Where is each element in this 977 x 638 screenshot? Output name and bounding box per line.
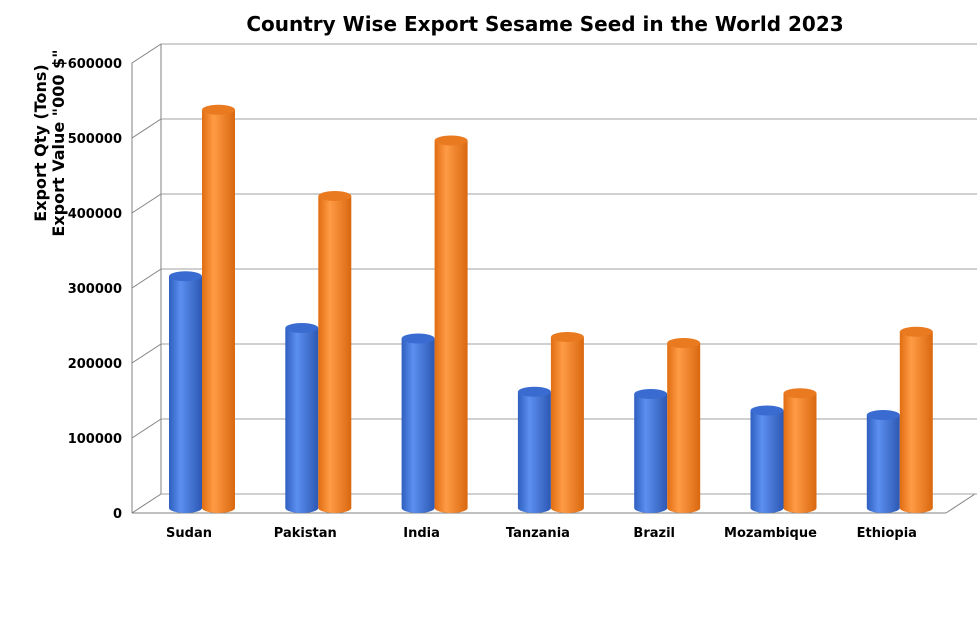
bar-body: [318, 196, 352, 513]
bar-body: [667, 343, 701, 513]
y-axis-label-line-1: Export Qty (Tons): [31, 64, 50, 221]
x-tick-label: Tanzania: [506, 526, 570, 541]
grid-diagonal: [131, 268, 162, 289]
bar: [434, 135, 468, 513]
floor-right-edge: [945, 493, 976, 514]
x-tick-label: Pakistan: [274, 526, 337, 541]
bar: [285, 323, 319, 513]
bar-body: [434, 140, 468, 513]
bar-top: [318, 191, 352, 201]
bar-body: [169, 276, 202, 513]
bars: [169, 104, 933, 513]
y-tick-label: 100000: [68, 432, 122, 447]
bar-body: [550, 337, 584, 513]
grid-diagonal: [131, 493, 162, 514]
y-tick-label: 0: [113, 507, 122, 522]
bar: [517, 386, 551, 513]
bar-top: [169, 271, 202, 282]
grid-diagonal: [131, 43, 162, 64]
bar-body: [750, 410, 784, 513]
grid-diagonal: [131, 418, 162, 439]
y-tick-label: 500000: [68, 132, 122, 147]
bar-top: [517, 386, 551, 397]
chart-title: Country Wise Export Sesame Seed in the W…: [246, 12, 843, 36]
x-tick-label: Sudan: [166, 526, 212, 541]
bar: [866, 410, 900, 513]
bar: [899, 326, 933, 513]
bar: [750, 405, 784, 513]
bar: [550, 332, 584, 513]
bar-top: [434, 135, 468, 146]
grid-diagonal: [131, 343, 162, 364]
bar-top: [285, 323, 319, 333]
x-tick-label: Mozambique: [724, 526, 817, 541]
bar-body: [866, 415, 900, 513]
y-tick-labels: 0 100000 200000 300000 400000 500000 600000: [68, 57, 122, 522]
bar-body: [202, 109, 235, 513]
bar-top: [634, 389, 668, 399]
bar: [783, 388, 817, 513]
bar: [634, 389, 668, 513]
bar-top: [550, 332, 584, 342]
bar-top: [667, 338, 701, 348]
y-tick-label: 300000: [68, 282, 122, 297]
grid-diagonal: [131, 193, 162, 214]
bar-top: [899, 326, 933, 337]
bar-body: [783, 393, 817, 513]
bar-body: [285, 328, 319, 513]
bar-body: [401, 338, 435, 513]
bar-top: [401, 333, 435, 344]
y-tick-label: 400000: [68, 207, 122, 222]
bar-top: [202, 104, 235, 115]
y-tick-label: 600000: [68, 57, 122, 72]
bar: [169, 271, 202, 513]
bar: [318, 191, 352, 513]
bar-body: [634, 394, 668, 513]
x-tick-label: Ethiopia: [857, 526, 917, 541]
y-axis-label: Export Qty (Tons) Export Value "000 $": [31, 49, 68, 236]
x-tick-label: Brazil: [633, 526, 675, 541]
grid-diagonal: [131, 118, 162, 139]
y-tick-label: 200000: [68, 357, 122, 372]
category-labels: Sudan Pakistan India Tanzania Brazil Mozambiq…: [166, 526, 917, 541]
bar: [202, 104, 235, 513]
bar-body: [517, 391, 551, 513]
bar-top: [866, 410, 900, 420]
bar: [667, 338, 701, 513]
bar-top: [783, 388, 817, 399]
y-axis-label-line-2: Export Value "000 $": [49, 49, 68, 236]
bar-top: [750, 405, 784, 416]
x-tick-label: India: [403, 526, 440, 541]
bar: [401, 333, 435, 513]
bar-body: [899, 331, 933, 513]
